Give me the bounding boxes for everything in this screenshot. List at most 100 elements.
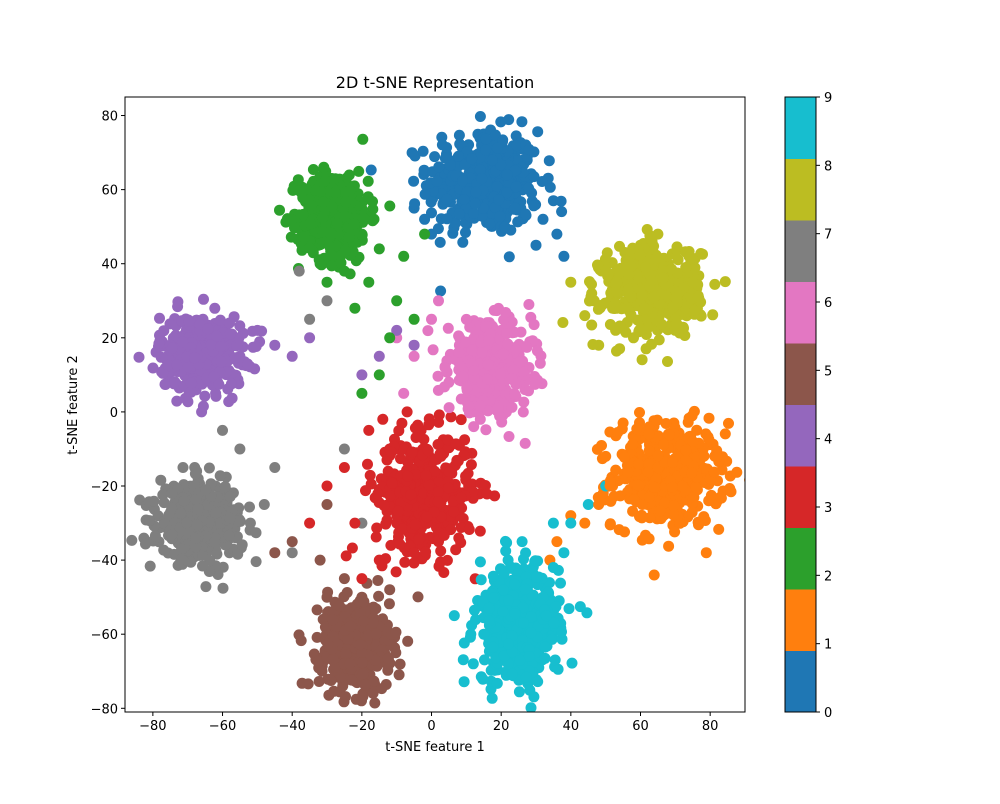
scatter-point: [667, 509, 679, 521]
scatter-point: [497, 606, 509, 617]
scatter-point: [670, 292, 682, 304]
scatter-point: [528, 691, 540, 703]
scatter-point: [746, 473, 757, 484]
scatter-point: [397, 523, 408, 535]
scatter-point: [438, 529, 450, 541]
scatter-point: [600, 265, 612, 277]
scatter-point: [648, 481, 660, 493]
scatter-point: [210, 387, 222, 399]
colorbar-segment: [785, 343, 816, 405]
scatter-point: [269, 547, 281, 559]
scatter-point: [224, 491, 236, 503]
scatter-point: [370, 603, 382, 615]
scatter-point: [217, 424, 228, 436]
scatter-point: [390, 647, 402, 659]
scatter-point: [166, 529, 178, 541]
scatter-point: [155, 474, 167, 486]
scatter-point: [286, 547, 298, 559]
scatter-point: [525, 627, 537, 639]
scatter-point: [539, 641, 551, 653]
scatter-point: [183, 316, 195, 327]
scatter-point: [453, 150, 464, 162]
scatter-point: [666, 263, 678, 275]
scatter-point: [616, 423, 628, 435]
scatter-point: [450, 544, 462, 556]
scatter-point: [344, 185, 356, 197]
scatter-point: [555, 577, 566, 589]
scatter-point: [426, 207, 437, 219]
scatter-point: [555, 195, 567, 207]
scatter-point: [409, 519, 421, 531]
scatter-point: [153, 338, 165, 349]
scatter-point: [687, 276, 699, 288]
scatter-point: [582, 499, 594, 510]
scatter-point: [192, 503, 204, 515]
scatter-point: [166, 342, 178, 354]
scatter-point: [453, 532, 465, 544]
scatter-point: [215, 341, 227, 353]
scatter-point: [325, 675, 337, 686]
scatter-point: [631, 479, 643, 491]
scatter-point: [304, 313, 316, 325]
scatter-point: [412, 419, 424, 431]
scatter-point: [460, 313, 472, 325]
scatter-point: [349, 302, 361, 314]
scatter-point: [328, 174, 340, 186]
scatter-point: [408, 557, 420, 569]
scatter-point: [644, 512, 656, 524]
scatter-point: [523, 299, 535, 310]
scatter-point: [209, 536, 221, 548]
scatter-point: [354, 639, 366, 651]
scatter-point: [434, 236, 446, 248]
scatter-point: [314, 554, 326, 566]
scatter-point: [442, 322, 454, 334]
colorbar-tick-label: 2: [824, 569, 832, 584]
scatter-point: [405, 489, 417, 501]
scatter-point: [691, 424, 703, 436]
scatter-point: [190, 541, 202, 553]
scatter-point: [480, 144, 492, 156]
scatter-point: [338, 462, 350, 473]
y-tick-label: −80: [91, 702, 118, 717]
scatter-point: [509, 202, 521, 214]
scatter-point: [357, 668, 369, 680]
scatter-point: [356, 387, 368, 399]
scatter-point: [376, 683, 388, 695]
scatter-point: [500, 307, 512, 318]
scatter-point: [429, 151, 441, 163]
x-tick-label: 60: [632, 719, 649, 734]
scatter-point: [158, 544, 170, 556]
scatter-point: [312, 656, 324, 668]
scatter-point: [363, 276, 375, 288]
scatter-point: [194, 319, 206, 330]
scatter-point: [197, 400, 209, 412]
scatter-point: [731, 466, 743, 478]
scatter-point: [398, 250, 410, 262]
scatter-point: [441, 193, 453, 205]
scatter-point: [408, 175, 420, 187]
scatter-point: [321, 499, 333, 510]
scatter-point: [417, 145, 429, 157]
scatter-point: [369, 697, 381, 709]
scatter-point: [140, 538, 151, 550]
scatter-point: [460, 336, 471, 348]
scatter-point: [482, 359, 494, 371]
colorbar-tick-label: 7: [824, 228, 832, 243]
x-tick-label: 40: [563, 719, 580, 734]
scatter-point: [209, 302, 221, 314]
scatter-point: [373, 243, 385, 255]
scatter-point: [519, 437, 531, 449]
scatter-point: [625, 309, 637, 321]
scatter-point: [558, 250, 570, 262]
scatter-point: [563, 603, 575, 615]
scatter-point: [318, 196, 330, 208]
scatter-point: [171, 359, 183, 371]
scatter-point: [463, 524, 475, 535]
scatter-point: [584, 295, 595, 307]
scatter-point: [523, 651, 535, 662]
scatter-point: [443, 482, 455, 494]
scatter-point: [144, 560, 156, 572]
scatter-point: [380, 518, 392, 530]
scatter-point: [286, 350, 298, 362]
